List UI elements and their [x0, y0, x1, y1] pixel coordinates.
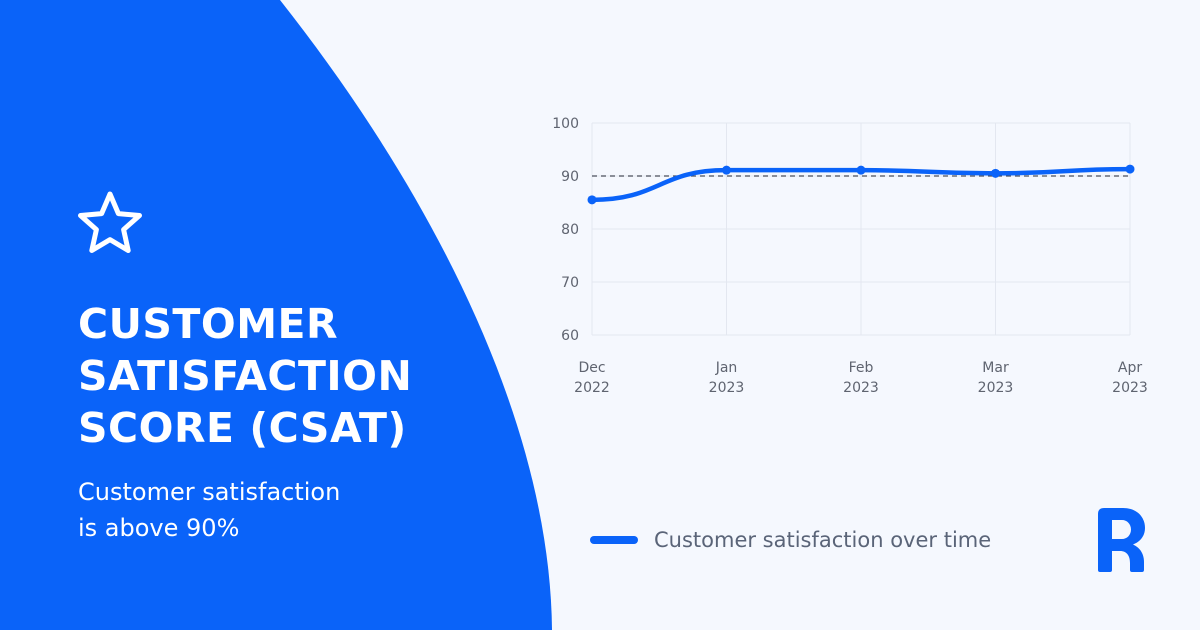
legend-swatch: [590, 536, 638, 544]
x-tick-label-year: 2023: [978, 380, 1014, 396]
chart-legend: Customer satisfaction over time: [590, 524, 991, 556]
y-tick-label: 100: [552, 116, 579, 132]
x-tick-label-month: Mar: [982, 360, 1009, 376]
x-tick-label-month: Apr: [1118, 360, 1142, 376]
page-title: CUSTOMER SATISFACTION SCORE (CSAT): [78, 298, 412, 454]
data-point: [856, 165, 866, 175]
y-tick-label: 80: [561, 222, 579, 238]
x-tick-label-year: 2023: [709, 380, 745, 396]
star-icon: [78, 191, 142, 253]
x-tick-label-year: 2023: [1112, 380, 1148, 396]
x-tick-label-month: Jan: [715, 360, 738, 376]
data-point: [722, 165, 731, 175]
title-line-3: SCORE (CSAT): [78, 404, 407, 452]
subtitle: Customer satisfaction is above 90%: [78, 474, 340, 546]
csat-line-chart: 100 90 80 70 60 Dec 2022 Jan 2023 Feb 2023 Mar 2023 A…: [552, 116, 1148, 396]
subtitle-line-1: Customer satisfaction: [78, 478, 341, 506]
title-line-2: SATISFACTION: [78, 352, 413, 400]
legend-label: Customer satisfaction over time: [654, 528, 992, 552]
subtitle-line-2: is above 90%: [78, 514, 240, 542]
r-logo-icon: [1098, 508, 1145, 572]
x-tick-label-year: 2022: [574, 380, 610, 396]
data-point: [1125, 164, 1135, 174]
y-tick-label: 60: [561, 328, 579, 344]
data-point: [991, 168, 1000, 178]
title-line-1: CUSTOMER: [78, 300, 339, 348]
data-point: [587, 195, 597, 205]
y-tick-label: 90: [561, 169, 579, 185]
y-tick-label: 70: [561, 275, 579, 291]
x-tick-label-year: 2023: [843, 380, 879, 396]
x-tick-label-month: Feb: [849, 360, 874, 376]
x-tick-label-month: Dec: [578, 360, 605, 376]
